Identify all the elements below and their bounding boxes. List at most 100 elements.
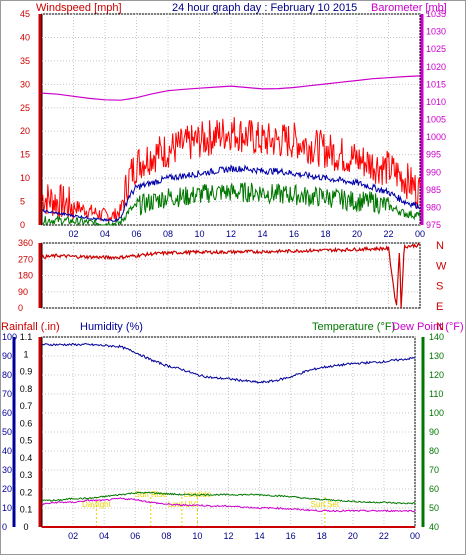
y-tick-rain: 0.8 — [20, 384, 33, 394]
rainfall-label: Rainfall (.in) — [1, 321, 60, 333]
y-tick-left: 25 — [20, 103, 30, 113]
barometer-header: Barometer [mb] — [371, 2, 447, 14]
y-tick-rain: 1 — [23, 349, 28, 359]
y-tick-right: 975 — [426, 220, 441, 230]
y-tick-temperature: 120 — [429, 370, 444, 380]
y-tick-humidity: 70 — [2, 389, 12, 399]
y-tick-right: 1035 — [426, 9, 446, 19]
compass-label: N — [436, 240, 444, 252]
y-tick-right: 985 — [426, 185, 441, 195]
y-tick-left: 30 — [20, 79, 30, 89]
graph-title: 24 hour graph day : February 10 2015 — [172, 2, 357, 14]
x-tick-label: 22 — [383, 229, 393, 239]
y-tick-right: 1020 — [426, 62, 446, 72]
event-label: Low UV — [168, 500, 197, 509]
y-tick-humidity: 80 — [2, 370, 12, 380]
y-tick-left: 40 — [20, 32, 30, 42]
y-tick-rain: 0.6 — [20, 418, 33, 428]
event-label: Sun Set — [311, 500, 340, 509]
temperature-label: Temperature (°F) — [312, 321, 395, 333]
compass-label: E — [436, 301, 443, 313]
y-tick-left: 45 — [20, 9, 30, 19]
event-label: Lowtide — [184, 490, 212, 499]
direction-series — [41, 242, 420, 309]
dew-point-label: Dew Point (°F) — [392, 321, 464, 333]
gust-series — [41, 117, 421, 223]
event-label: Sun Rise — [135, 490, 168, 499]
y-tick-humidity: 60 — [2, 408, 12, 418]
x-tick-label: 02 — [68, 531, 78, 541]
y-tick-direction: 0 — [18, 303, 23, 313]
y-tick-left: 15 — [20, 150, 30, 160]
x-tick-label: 14 — [255, 531, 265, 541]
x-tick-label: 16 — [289, 229, 299, 239]
x-tick-label: 08 — [163, 229, 173, 239]
y-tick-rain: 0.5 — [20, 436, 33, 446]
y-tick-left: 35 — [20, 56, 30, 66]
y-tick-humidity: 30 — [2, 465, 12, 475]
x-tick-label: 12 — [223, 531, 233, 541]
x-tick-label: 16 — [286, 531, 296, 541]
compass-label: N — [436, 321, 444, 333]
x-tick-label: 18 — [317, 531, 327, 541]
y-tick-temperature: 70 — [429, 465, 439, 475]
y-tick-rain: 0.3 — [20, 470, 33, 480]
y-tick-temperature: 60 — [429, 484, 439, 494]
barometer-series — [41, 75, 421, 101]
x-tick-label: 04 — [100, 229, 110, 239]
temperature-series — [41, 491, 416, 505]
y-tick-rain: 0.9 — [20, 367, 33, 377]
y-tick-rain: 0.7 — [20, 401, 33, 411]
y-tick-temperature: 100 — [429, 408, 444, 418]
y-tick-temperature: 40 — [429, 522, 439, 532]
y-tick-rain: 0 — [23, 522, 28, 532]
y-tick-right: 1000 — [426, 132, 446, 142]
x-tick-label: 10 — [194, 229, 204, 239]
y-tick-humidity: 0 — [2, 522, 7, 532]
x-tick-label: 20 — [348, 531, 358, 541]
y-tick-temperature: 110 — [429, 389, 443, 399]
y-tick-direction: 270 — [18, 254, 33, 264]
x-tick-label: 10 — [192, 531, 202, 541]
x-tick-label: 06 — [130, 531, 140, 541]
x-tick-label: 00 — [415, 229, 425, 239]
x-tick-label: 06 — [131, 229, 141, 239]
y-tick-right: 1030 — [426, 27, 446, 37]
dew-point-series — [41, 497, 416, 513]
x-tick-label: 12 — [226, 229, 236, 239]
humidity-label: Humidity (%) — [80, 321, 143, 333]
x-tick-label: 02 — [68, 229, 78, 239]
y-tick-left: 20 — [20, 126, 30, 136]
wind-panel: 02 04 06 08 10 12 14 16 18 20 22 000510152025303540… — [20, 9, 446, 239]
y-tick-rain: 1.1 — [20, 332, 33, 342]
compass-label: W — [436, 260, 447, 272]
y-tick-rain: 0.4 — [20, 453, 33, 463]
y-tick-temperature: 50 — [429, 503, 439, 513]
y-tick-direction: 90 — [18, 287, 28, 297]
y-tick-humidity: 40 — [2, 446, 12, 456]
y-tick-right: 990 — [426, 167, 441, 177]
x-tick-label: 00 — [410, 531, 420, 541]
low-wind-series — [41, 182, 421, 227]
x-tick-label: 18 — [320, 229, 330, 239]
y-tick-temperature: 130 — [429, 351, 444, 361]
event-label: Daylight — [82, 500, 112, 509]
y-tick-right: 1010 — [426, 97, 446, 107]
y-tick-humidity: 90 — [2, 351, 12, 361]
y-tick-humidity: 100 — [2, 332, 17, 342]
y-tick-temperature: 90 — [429, 427, 439, 437]
humidity-series — [41, 342, 416, 384]
y-tick-right: 1015 — [426, 79, 446, 89]
x-tick-label: 04 — [99, 531, 109, 541]
x-tick-label: 08 — [161, 531, 171, 541]
humidity-temperature-panel: 02 04 06 08 10 12 14 16 18 20 22 000102030405060708… — [2, 332, 444, 541]
windspeed-header: Windspeed [mph] — [36, 2, 122, 14]
compass-label: S — [436, 281, 443, 293]
y-tick-right: 1025 — [426, 44, 446, 54]
x-tick-label: 20 — [352, 229, 362, 239]
x-tick-label: 14 — [257, 229, 267, 239]
y-tick-rain: 0.2 — [20, 487, 33, 497]
y-tick-direction: 360 — [18, 238, 33, 248]
